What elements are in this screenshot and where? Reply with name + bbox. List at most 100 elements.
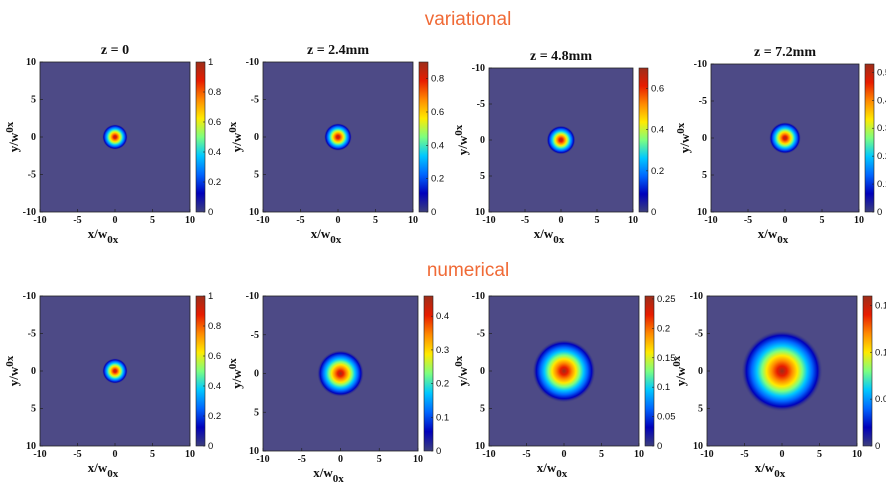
heatmap-panel-2: z = 2.4mm-10 -5 0 5 10-10-50510x/w0xy/w0x0.8… [227,43,444,246]
colorbar-tick-label: 0.1 [877,179,886,190]
y-tick-label: -5 [699,96,707,107]
x-tick-label: 10 [634,449,644,460]
colorbar-tick-label: 0.2 [208,411,221,422]
x-axis-label-sub: 0x [333,473,345,483]
colorbar-tick-label: 0.3 [436,345,449,356]
colorbar-tick-label: 0.15 [657,353,676,364]
colorbar-tick-label: 0.05 [657,412,676,423]
beam-spot [324,123,352,151]
x-tick-label: 5 [817,449,822,460]
colorbar-tick-label: 0.4 [431,140,444,151]
colorbar-tick-label: 0.05 [875,394,886,405]
y-tick-label: 0 [702,133,707,144]
beam-spot [532,339,596,403]
y-axis-label-main: y/w [673,366,688,386]
colorbar-tick-label: 0.5 [877,67,886,78]
x-tick-label: -5 [73,215,81,226]
y-axis-label-sub: 0x [671,355,683,367]
colorbar-tick-label: 0.2 [208,177,221,188]
x-tick-label: 0 [113,449,118,460]
x-tick-label: -10 [33,449,46,460]
colorbar-tick-label: 0.4 [436,311,449,322]
x-tick-label: 5 [595,215,600,226]
beam-spot [102,124,128,150]
colorbar-tick-label: 0.25 [657,294,676,305]
y-tick-label: -10 [23,291,36,302]
y-tick-label: 5 [254,407,259,418]
y-axis-label: y/w0x [227,121,244,152]
x-tick-label: 0 [113,215,118,226]
x-tick-label: -5 [298,454,306,465]
colorbar [423,295,434,452]
x-axis-label: x/w0x [755,460,786,480]
y-tick-label: -10 [472,63,485,74]
y-axis-label-main: y/w [455,366,470,386]
heatmap-panel-6: -10 -5 0 5 10-10-50510x/w0xy/w0x0.40.30.20.1… [227,291,449,483]
colorbar-tick-label: 0 [877,207,882,218]
y-axis-label-main: y/w [677,133,692,153]
x-tick-label: -5 [740,449,748,460]
y-tick-label: -5 [28,170,36,181]
y-axis-label-sub: 0x [453,355,465,367]
x-axis-label: x/w0x [88,226,119,246]
y-axis-label: y/w0x [4,355,21,386]
y-tick-label: -10 [246,291,259,302]
y-tick-label: 0 [698,366,703,377]
colorbar-tick-label: 0.6 [431,107,444,118]
y-tick-label: -10 [690,291,703,302]
x-tick-label: -10 [256,215,269,226]
x-tick-label: 0 [783,215,788,226]
colorbar-tick-label: 0.1 [657,382,670,393]
y-tick-label: -10 [23,207,36,218]
heatmap-panel-3: z = 4.8mm-10 -5 0 5 10-10-50510x/w0xy/w0x0.6… [453,49,664,246]
y-tick-label: -10 [472,291,485,302]
y-tick-label: 5 [31,95,36,106]
y-tick-label: 0 [254,132,259,143]
colorbar [638,67,649,213]
colorbar-tick-label: 0 [436,446,441,457]
x-tick-label: -10 [256,454,269,465]
panel-title: z = 4.8mm [530,49,592,64]
y-tick-label: 0 [254,369,259,380]
y-tick-label: 10 [26,441,36,452]
colorbar-tick-label: 0.2 [431,174,444,185]
colorbar-tick-label: 1 [208,291,213,302]
colorbar [644,295,655,447]
y-tick-label: 5 [480,404,485,415]
y-tick-label: 10 [475,441,485,452]
x-tick-label: 10 [185,215,195,226]
x-tick-label: 10 [852,449,862,460]
x-axis-label-sub: 0x [777,234,789,246]
x-axis-label-sub: 0x [107,234,119,246]
x-tick-label: 5 [150,449,155,460]
y-axis-label-sub: 0x [227,358,239,370]
x-tick-label: -10 [482,449,495,460]
x-axis-label-main: x/w [755,460,775,475]
x-axis-label: x/w0x [758,226,789,246]
y-axis-label-sub: 0x [453,124,465,136]
y-tick-label: 0 [31,132,36,143]
y-axis-label-main: y/w [6,366,21,386]
heatmap-panel-4: z = 7.2mm-10-50510-10-50510x/w0xy/w0x0.5… [675,45,886,246]
colorbar-tick-label: 0.3 [877,123,886,134]
x-axis-label-main: x/w [88,226,108,241]
colorbar-tick-label: 0.2 [657,323,670,334]
colorbar-tick-label: 0 [875,441,880,452]
x-tick-label: 0 [336,215,341,226]
colorbar-tick-label: 0.6 [208,117,221,128]
colorbar-tick-label: 0.1 [875,347,886,358]
x-tick-label: 0 [562,449,567,460]
y-tick-label: -5 [477,99,485,110]
colorbar-tick-label: 0.6 [208,351,221,362]
y-tick-label: 10 [693,441,703,452]
x-axis-label-main: x/w [88,460,108,475]
y-tick-label: -5 [251,95,259,106]
y-tick-label: 10 [26,57,36,68]
beam-spot [741,330,823,412]
x-axis-label-sub: 0x [556,468,568,480]
colorbar-tick-label: 0.2 [436,379,449,390]
y-tick-label: 10 [249,446,259,457]
heatmap-panel-1: z = 0-10 -5 0 5 101050-5-10x/w0xy/w0x10.80.6… [4,43,221,246]
y-tick-label: 5 [702,170,707,181]
